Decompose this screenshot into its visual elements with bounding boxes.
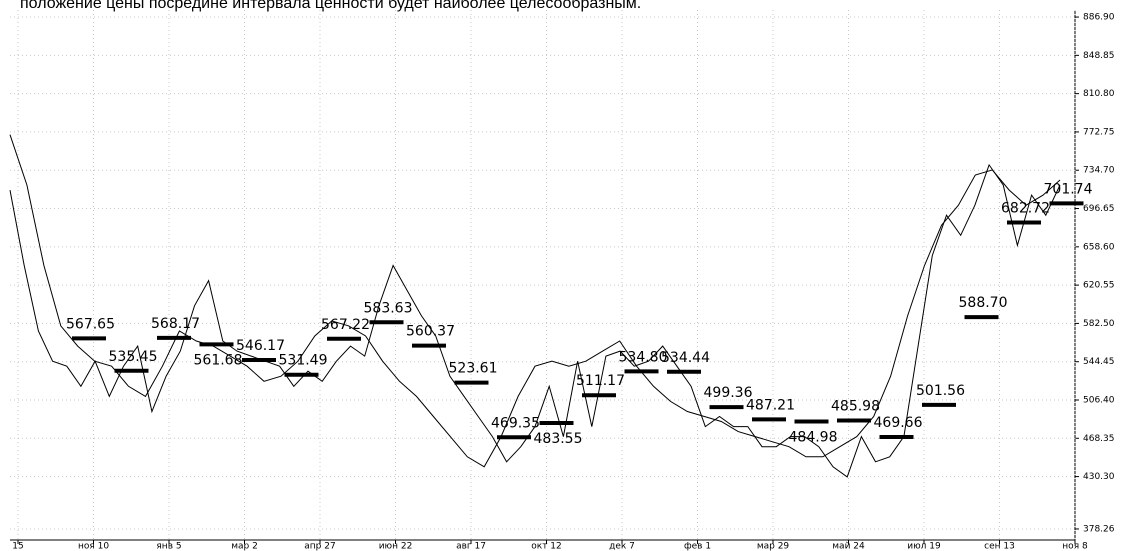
level-label: 484.98 <box>789 430 838 446</box>
x-tick-label: 15 <box>12 542 23 551</box>
x-tick-label: июн 22 <box>379 542 413 551</box>
level-label: 531.49 <box>279 353 328 369</box>
x-tick-label: авг 17 <box>456 542 486 551</box>
y-tick-label: 886.90 <box>1083 13 1115 23</box>
price-line <box>9 134 1061 468</box>
level-label: 546.17 <box>236 338 285 354</box>
level-label: 568.17 <box>151 316 200 332</box>
y-tick-label: 544.45 <box>1083 357 1115 367</box>
level-label: 583.63 <box>364 300 413 316</box>
x-tick-label: апр 27 <box>304 542 335 551</box>
level-label: 588.70 <box>959 295 1008 311</box>
x-tick-label: сен 13 <box>984 542 1015 551</box>
x-tick-label: ноя 8 <box>1062 542 1088 551</box>
x-tick-label: янв 5 <box>156 542 181 551</box>
y-tick-label: 430.30 <box>1083 472 1115 482</box>
level-label: 523.61 <box>449 361 498 377</box>
x-tick-label: май 24 <box>832 542 865 551</box>
level-label: 560.37 <box>406 324 455 340</box>
level-label: 567.22 <box>321 317 370 333</box>
level-label: 499.36 <box>704 385 753 401</box>
x-tick-label: дек 7 <box>609 542 635 551</box>
y-tick-label: 582.50 <box>1083 319 1115 329</box>
y-tick-label: 506.40 <box>1083 396 1115 406</box>
y-tick-label: 658.60 <box>1083 242 1115 252</box>
y-tick-label: 848.85 <box>1083 51 1115 61</box>
level-label: 682.72 <box>1001 201 1050 217</box>
y-tick-label: 734.70 <box>1083 166 1115 176</box>
y-tick-label: 468.35 <box>1083 434 1115 444</box>
y-tick-label: 378.26 <box>1083 524 1115 534</box>
y-tick-label: 772.75 <box>1083 127 1115 137</box>
level-label: 534.44 <box>661 350 710 366</box>
level-label: 501.56 <box>916 383 965 399</box>
y-tick-label: 620.55 <box>1083 281 1115 291</box>
level-label: 485.98 <box>831 399 880 415</box>
level-label: 483.55 <box>534 431 583 447</box>
level-label: 701.74 <box>1044 181 1093 197</box>
x-tick-label: мар 2 <box>231 542 258 551</box>
level-label: 567.65 <box>66 316 115 332</box>
level-label: 469.66 <box>874 415 923 431</box>
x-tick-label: июл 19 <box>907 542 941 551</box>
level-label: 561.68 <box>194 352 243 368</box>
x-tick-label: окт 12 <box>531 542 562 551</box>
level-label: 535.45 <box>109 349 158 365</box>
level-label: 487.21 <box>746 397 795 413</box>
y-tick-label: 696.65 <box>1083 204 1115 214</box>
x-tick-label: фев 1 <box>684 542 711 551</box>
x-tick-label: ноя 10 <box>78 542 109 551</box>
level-label: 511.17 <box>576 373 625 389</box>
level-label: 469.35 <box>491 415 540 431</box>
level-label: 534.80 <box>619 349 668 365</box>
x-tick-label: мар 29 <box>757 542 790 551</box>
y-tick-label: 810.80 <box>1083 89 1115 99</box>
header-text: положение цены посредине интервала ценно… <box>20 0 641 12</box>
